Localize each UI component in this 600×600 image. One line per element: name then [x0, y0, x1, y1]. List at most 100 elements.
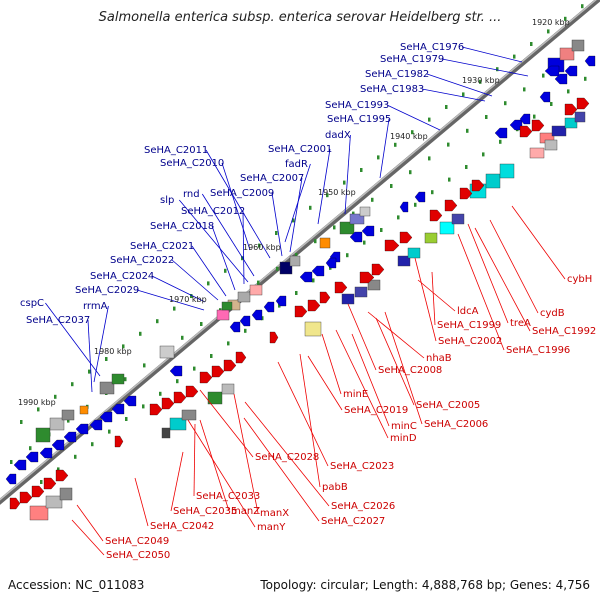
gene-label-seha-c1996: SeHA_C1996 — [506, 345, 570, 356]
leader-line-seha-c2023 — [277, 361, 329, 467]
gene-label-seha-c2002: SeHA_C2002 — [438, 336, 502, 347]
tick-mark-45 — [227, 341, 230, 346]
gene-label-seha-c2011: SeHA_C2011 — [144, 145, 208, 156]
leader-line-pabb — [299, 353, 321, 488]
feature-block-47 — [59, 487, 73, 501]
reverse-cds-arrow-23 — [89, 419, 103, 431]
tick-mark-92 — [485, 115, 488, 119]
feature-block-26 — [49, 417, 65, 431]
reverse-cds-arrow-26 — [123, 395, 137, 407]
label-leader-lines — [45, 46, 566, 556]
leader-line-seha-c2001 — [317, 148, 331, 225]
genome-summary-text: Topology: circular; Length: 4,888,768 bp… — [260, 578, 590, 592]
forward-cds-arrow-2 — [576, 97, 590, 110]
tick-mark-49 — [295, 291, 298, 295]
kbp-label-1: 1920 kbp — [532, 18, 570, 27]
tick-mark-38 — [108, 429, 111, 434]
reverse-cds-arrow-5 — [539, 91, 551, 103]
feature-block-45 — [29, 505, 49, 521]
leader-line-seha-c1995 — [379, 118, 390, 179]
leader-line-seha-c2011 — [205, 149, 271, 259]
gene-label-seha-c2007: SeHA_C2007 — [240, 173, 304, 184]
leader-line-manz — [199, 419, 230, 512]
feature-block-42 — [161, 427, 171, 439]
leader-line-many — [187, 419, 256, 528]
leader-line-seha-c1996 — [457, 233, 505, 351]
tick-mark-39 — [125, 417, 128, 421]
gene-label-minc: minC — [391, 421, 417, 432]
tick-mark-76 — [181, 335, 184, 340]
leader-line-seha-c2009 — [271, 192, 283, 257]
tick-mark-41 — [159, 391, 162, 396]
feature-block-25 — [35, 427, 51, 443]
gene-label-seha-c2033: SeHA_C2033 — [196, 491, 260, 502]
tick-mark-60 — [482, 152, 485, 157]
leader-line-seha-c2021 — [191, 245, 227, 297]
kbp-label-7: 1980 kbp — [94, 347, 132, 356]
leader-line-seha-c2006 — [384, 311, 423, 425]
gene-label-rrma: rrmA — [83, 301, 108, 312]
tick-mark-93 — [504, 101, 507, 106]
gene-label-seha-c1999: SeHA_C1999 — [437, 320, 501, 331]
tick-mark-1 — [37, 407, 40, 412]
tick-mark-33 — [581, 4, 584, 9]
tick-mark-21 — [377, 155, 380, 160]
reverse-cds-arrow-33 — [5, 473, 17, 485]
gene-label-seha-c2024: SeHA_C2024 — [90, 271, 154, 282]
gene-label-fadr: fadR — [285, 159, 308, 170]
forward-cds-arrow-29 — [43, 477, 57, 490]
gene-label-slp: slp — [160, 195, 174, 206]
tick-mark-87 — [390, 184, 393, 188]
kbp-label-4: 1950 kbp — [318, 188, 356, 197]
tick-mark-56 — [414, 202, 417, 207]
tick-mark-91 — [466, 128, 469, 133]
feature-block-7 — [574, 111, 586, 123]
gene-label-seha-c2010: SeHA_C2010 — [160, 158, 224, 169]
feature-block-3 — [571, 39, 585, 52]
reverse-cds-arrow-11 — [349, 231, 363, 243]
gene-label-seha-c2019: SeHA_C2019 — [344, 405, 408, 416]
tick-mark-54 — [380, 228, 383, 232]
gene-label-seha-c1976: SeHA_C1976 — [400, 42, 464, 53]
leader-line-seha-c2050 — [71, 519, 105, 556]
gene-label-cydb: cydB — [540, 308, 565, 319]
tick-mark-42 — [176, 379, 179, 384]
gene-label-seha-c1993: SeHA_C1993 — [325, 100, 389, 111]
tick-mark-9 — [173, 306, 176, 311]
forward-cds-arrow-4 — [531, 119, 545, 132]
feature-block-16 — [216, 309, 230, 321]
tick-mark-48 — [278, 303, 281, 308]
tick-mark-24 — [428, 117, 431, 122]
tick-mark-31 — [547, 29, 550, 34]
tick-mark-17 — [309, 205, 312, 210]
tick-mark-73 — [124, 377, 127, 382]
gene-label-seha-c2006: SeHA_C2006 — [424, 419, 488, 430]
forward-cds-arrow-11 — [359, 271, 375, 284]
gene-label-seha-c2037: SeHA_C2037 — [26, 315, 90, 326]
tick-mark-43 — [193, 366, 196, 371]
tick-mark-67 — [10, 460, 13, 464]
gene-label-seha-c1979: SeHA_C1979 — [380, 54, 444, 65]
reverse-cds-arrow-24 — [99, 411, 113, 423]
tick-mark-81 — [276, 266, 279, 271]
tick-mark-83 — [314, 239, 317, 244]
tick-mark-13 — [241, 256, 244, 261]
gene-label-seha-c2028: SeHA_C2028 — [255, 452, 319, 463]
reverse-cds-arrow-6 — [494, 127, 508, 139]
feature-block-43 — [207, 391, 223, 405]
gene-label-seha-c2029: SeHA_C2029 — [75, 285, 139, 296]
tick-mark-52 — [346, 253, 349, 258]
feature-block-13 — [319, 237, 331, 249]
reverse-cds-arrow-4 — [584, 55, 596, 67]
tick-mark-66 — [584, 76, 587, 81]
kbp-label-6: 1970 kbp — [169, 295, 207, 304]
reverse-cds-arrow-16 — [325, 257, 337, 269]
forward-cds-arrow-16 — [319, 291, 331, 304]
kbp-label-3: 1940 kbp — [390, 132, 428, 141]
feature-block-9 — [544, 139, 558, 151]
tick-mark-63 — [533, 114, 536, 119]
feature-block-38 — [367, 279, 381, 291]
feature-block-30 — [499, 163, 515, 179]
tick-mark-90 — [447, 142, 450, 147]
leader-line-seha-c2018 — [211, 225, 236, 291]
